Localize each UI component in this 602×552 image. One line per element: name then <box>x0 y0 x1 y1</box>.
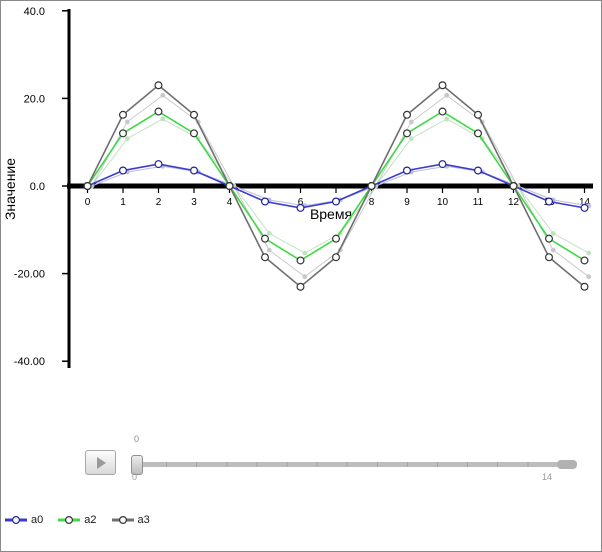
series-a3-ghost-point <box>408 119 414 125</box>
legend-swatch-a2 <box>58 515 81 525</box>
series-a2-point <box>190 129 199 138</box>
y-tick-label: -40.00 <box>14 356 45 368</box>
series-a0-point <box>544 197 553 206</box>
series-a0-point <box>438 160 447 169</box>
series-a3-ghost-point <box>586 274 592 280</box>
series-a2-point <box>544 234 553 243</box>
legend-label-a3: a3 <box>137 514 150 526</box>
series-a3-point <box>509 182 518 191</box>
series-a0-point <box>118 166 127 175</box>
x-tick-label: 11 <box>473 197 484 208</box>
x-tick-label: 3 <box>191 197 197 208</box>
series-a0-point <box>474 166 483 175</box>
x-tick-label: 0 <box>85 197 91 208</box>
series-a3-ghost-point <box>266 247 272 253</box>
x-tick-label: 2 <box>156 197 162 208</box>
series-a3-point <box>403 110 412 119</box>
series-a2-point <box>154 107 163 116</box>
x-axis-title: Время <box>310 206 352 222</box>
series-a3-ghost-point <box>302 274 308 280</box>
series-a3-point <box>118 110 127 119</box>
series-a3-point <box>438 81 447 90</box>
slider-thumb[interactable] <box>131 455 143 475</box>
series-a3-point <box>580 282 589 291</box>
series-a2-point <box>580 256 589 265</box>
series-a3-point <box>544 253 553 262</box>
y-tick-label: 40.0 <box>24 6 45 18</box>
x-tick-label: 14 <box>579 197 591 208</box>
series-a0-point <box>580 203 589 212</box>
series-a2-ghost-point <box>586 250 592 256</box>
series-a0-point <box>190 166 199 175</box>
series-a2-point <box>474 129 483 138</box>
series-a2-ghost-point <box>302 250 308 256</box>
series-a2-ghost-point <box>444 116 450 122</box>
x-tick-label: 8 <box>369 197 375 208</box>
series-a3-ghost-point <box>124 119 130 125</box>
series-a3-point <box>296 282 305 291</box>
series-a3-point <box>225 182 234 191</box>
series-a0-point <box>154 160 163 169</box>
play-button[interactable] <box>85 450 116 475</box>
x-tick-label: 6 <box>298 197 304 208</box>
legend: a0 a2 a3 <box>4 514 150 526</box>
series-a3-point <box>474 110 483 119</box>
x-tick-label: 1 <box>120 197 126 208</box>
legend-item-a2: a2 <box>57 514 97 526</box>
slider-track[interactable] <box>136 462 558 467</box>
series-a2-ghost-point <box>266 230 272 236</box>
x-tick-label: 10 <box>437 197 449 208</box>
slider-value-label: 0 <box>134 434 140 444</box>
slider-min-label: 0 <box>132 472 138 482</box>
series-a2-point <box>118 129 127 138</box>
series-a2-ghost-point <box>550 230 556 236</box>
series-a3-point <box>332 253 341 262</box>
series-a2-ghost-point <box>160 116 166 122</box>
series-a2-point <box>332 234 341 243</box>
y-axis-title: Значение <box>2 158 18 220</box>
x-tick-label: 12 <box>508 197 520 208</box>
series-a3-point <box>367 182 376 191</box>
series-a2-point <box>261 234 270 243</box>
slider-max-label: 14 <box>542 472 553 482</box>
legend-marker-a3 <box>118 515 127 525</box>
series-a2-ghost-point <box>124 136 130 142</box>
series-a2-point <box>438 107 447 116</box>
series-a2-point <box>403 129 412 138</box>
y-tick-label: -20.00 <box>14 269 45 281</box>
series-a3-point <box>83 182 92 191</box>
y-tick-label: 20.0 <box>24 93 45 105</box>
series-a0-point <box>332 197 341 206</box>
legend-swatch-a3 <box>111 515 134 525</box>
legend-swatch-a0 <box>5 515 27 525</box>
y-tick-label: 0.0 <box>30 181 45 193</box>
legend-marker-a0 <box>12 515 21 525</box>
series-a2-ghost-point <box>408 136 414 142</box>
series-a2-point <box>296 256 305 265</box>
series-a3-ghost-point <box>550 247 556 253</box>
series-a0-point <box>296 203 305 212</box>
series-a3-point <box>261 253 270 262</box>
play-icon <box>97 456 106 469</box>
series-a3-point <box>190 110 199 119</box>
x-tick-label: 4 <box>227 197 233 208</box>
x-tick-label: 9 <box>404 197 410 208</box>
series-a3-point <box>154 81 163 90</box>
series-a0-point <box>261 197 270 206</box>
legend-label-a2: a2 <box>84 514 97 526</box>
slider-track-end-cap <box>557 460 577 469</box>
legend-item-a0: a0 <box>4 514 43 526</box>
series-a3-ghost-point <box>444 92 450 98</box>
legend-item-a3: a3 <box>111 514 150 526</box>
legend-marker-a2 <box>65 515 74 525</box>
series-a0-point <box>403 166 412 175</box>
series-a3-ghost-point <box>160 92 166 98</box>
legend-label-a0: a0 <box>31 514 44 526</box>
